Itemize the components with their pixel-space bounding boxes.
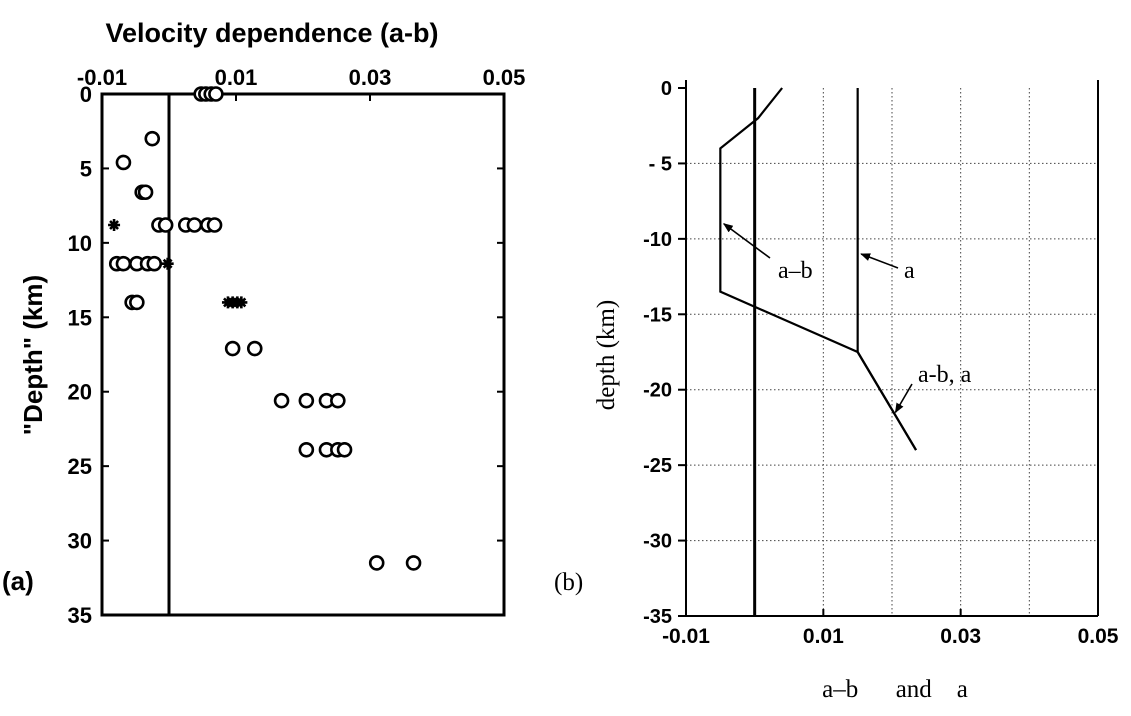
annotation-label: a <box>904 258 915 284</box>
circle-point <box>206 217 223 233</box>
y-tick-label: -25 <box>643 455 672 477</box>
panel-a: Velocity dependence (a-b) -0.01 0.01 0.03 0… <box>2 18 525 628</box>
circle-point <box>273 392 290 409</box>
y-tick-label: - 5 <box>649 153 672 175</box>
y-tick-label: -20 <box>643 380 672 402</box>
circle-point <box>298 392 315 409</box>
y-tick-label: 15 <box>68 305 92 330</box>
panel-a-x-axis: -0.01 0.01 0.03 0.05 <box>77 65 525 101</box>
circle-point <box>405 555 422 571</box>
circle-point <box>368 555 385 571</box>
panel-b-annotations: a–b a a-b, a <box>722 223 972 414</box>
panel-b-x-axis: -0.01 0.01 0.03 0.05 <box>662 609 1119 648</box>
circle-point <box>186 217 203 233</box>
circle-point <box>129 294 145 311</box>
panel-b-grid <box>686 88 1098 616</box>
circle-point <box>137 184 154 201</box>
y-tick-label: 25 <box>68 454 92 479</box>
x-tick-label: 0.03 <box>349 65 392 90</box>
circle-point <box>246 340 263 357</box>
y-tick-label: -35 <box>643 606 672 628</box>
circle-point <box>115 255 132 272</box>
series-line-a-b <box>719 87 917 451</box>
panel-b-y-axis-label: depth (km) <box>593 300 620 410</box>
y-tick-label: 0 <box>80 82 92 107</box>
panel-b-y-axis: 0 - 5 -10 -15 -20 -25 -30 -35 <box>643 78 686 628</box>
y-tick-label: 35 <box>68 603 92 628</box>
panel-b: -0.01 0.01 0.03 0.05 0 - 5 -10 -15 -20 -25 -30 -35… <box>554 78 1119 703</box>
star-point <box>235 296 248 309</box>
x-tick-label: 0.01 <box>803 625 844 648</box>
x-tick-label: 0.05 <box>1078 625 1119 648</box>
y-tick-label: -10 <box>643 229 672 251</box>
star-point <box>161 257 174 270</box>
circle-point <box>224 340 241 357</box>
y-tick-label: 20 <box>68 380 92 405</box>
circle-point <box>298 441 315 458</box>
circle-point <box>208 86 224 102</box>
x-tick-label: 0.03 <box>940 625 981 648</box>
y-tick-label: 10 <box>68 231 92 256</box>
annotation-label: a–b <box>778 258 813 284</box>
y-tick-label: -30 <box>643 531 672 553</box>
panel-b-x-axis-label: a–b and a <box>822 676 968 703</box>
panel-a-label: (a) <box>2 566 34 596</box>
x-tick-label: 0.05 <box>483 65 526 90</box>
circle-point <box>330 392 346 409</box>
star-point <box>108 218 121 231</box>
annotation-arrow <box>894 383 913 414</box>
annotation-arrow <box>860 253 899 269</box>
panel-a-y-axis: 0 5 10 15 20 25 30 35 <box>68 82 504 628</box>
x-tick-label: -0.01 <box>77 65 127 90</box>
annotation-label: a-b, a <box>918 362 972 388</box>
x-tick-label: 0.01 <box>215 65 258 90</box>
x-tick-label: -0.01 <box>662 625 710 648</box>
y-tick-label: -15 <box>643 304 672 326</box>
annotation-arrow <box>722 223 771 259</box>
circle-point <box>115 154 132 171</box>
y-tick-label: 0 <box>661 78 672 100</box>
panel-a-data-points <box>108 86 422 571</box>
circle-point <box>157 217 174 233</box>
circle-point <box>336 441 353 458</box>
panel-a-plot-frame <box>100 92 506 617</box>
panel-b-series <box>719 87 917 451</box>
panel-a-y-axis-label: "Depth" (km) <box>18 275 48 435</box>
circle-point <box>146 255 163 272</box>
y-tick-label: 30 <box>68 529 92 554</box>
circle-point <box>144 130 161 147</box>
series-line-a <box>856 88 917 451</box>
panel-b-label: (b) <box>554 569 583 596</box>
panel-a-title: Velocity dependence (a-b) <box>105 18 438 48</box>
y-tick-label: 5 <box>80 156 92 181</box>
